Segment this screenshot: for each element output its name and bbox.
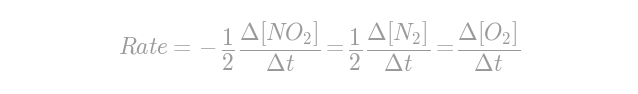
Text: $\mathit{Rate} = -\dfrac{1}{2}\,\dfrac{\Delta[NO_2]}{\Delta t} = \dfrac{1}{2}\,\: $\mathit{Rate} = -\dfrac{1}{2}\,\dfrac{\…	[118, 20, 520, 74]
